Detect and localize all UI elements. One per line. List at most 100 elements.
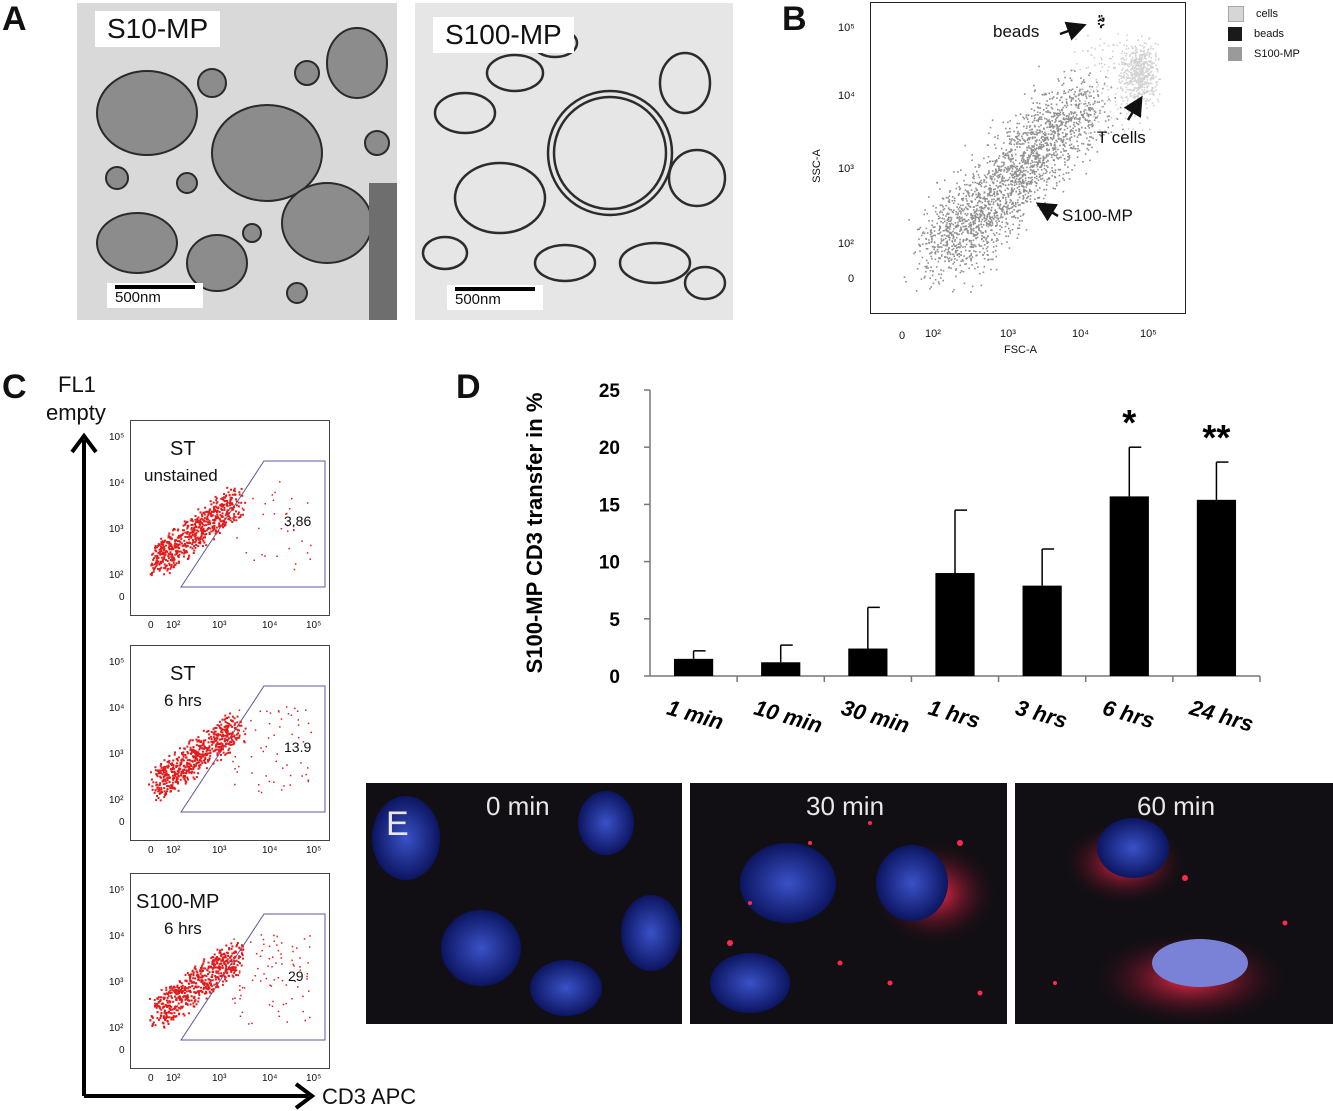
scale-box-s10: 500nm [107,283,203,308]
c-yaxis-label-1: FL1 [58,372,96,397]
y-tick-label: 20 [599,438,620,459]
c-xtick-1-0: 0 [148,845,154,856]
x-tick-label: 3 hrs [1013,695,1070,734]
scale-label-s10: 500nm [115,289,161,306]
fluor-image-60min: 60 min [1015,783,1333,1024]
c-xtick-0-4: 10⁵ [306,620,322,631]
c-xtick-2-2: 10³ [212,1073,227,1084]
b-legend: cells beads S100-MP [1228,4,1300,64]
panel-label-c: C [2,368,27,406]
b-legend-label-0: cells [1256,8,1279,20]
significance-marker: ** [1202,417,1230,458]
c-plot-title2-2: 6 hrs [164,919,202,938]
fluor-cells-30min [710,821,995,1013]
red-events [149,934,311,1029]
y-tick-label: 5 [609,610,620,631]
bar [1109,496,1149,676]
x-tick-label: 1 min [664,695,726,735]
b-xtick-1: 10² [925,328,941,340]
flow-plot-c-1 [130,645,330,841]
b-xtick-3: 10⁴ [1072,328,1089,340]
c-xtick-2-0: 0 [148,1073,154,1084]
c-ytick-1-1: 10⁴ [109,703,125,714]
mp-events [903,65,1124,293]
c-plot-title2-0: unstained [144,466,218,485]
flow-scatter-c-0 [149,460,326,588]
c-gate-value-2: 29 [288,968,304,984]
bead-events [1097,15,1105,29]
scale-bar-s100 [455,287,535,291]
c-ytick-2-1: 10⁴ [109,931,125,942]
b-xtick-2: 10³ [1000,328,1016,340]
c-xtick-0-2: 10³ [212,620,227,631]
c-plot-title1-0: ST [170,438,196,460]
bar-chart-d: 0 5 10 15 20 25 S100-MP CD3 transfer in % 1 min… [522,381,1261,738]
bar [848,648,888,676]
fluor-image-30min: 30 min [690,783,1007,1024]
c-ytick-2-0: 10⁵ [109,885,125,896]
y-axis-label: S100-MP CD3 transfer in % [522,393,547,674]
b-legend-label-2: S100-MP [1254,48,1300,60]
tcell-events [1072,33,1161,135]
y-tick-label: 25 [599,381,621,402]
c-xtick-1-3: 10⁴ [262,845,278,856]
x-tick-label: 24 hrs [1186,694,1256,736]
c-ytick-1-2: 10³ [109,749,124,760]
b-ytick-1: 10⁴ [838,90,855,102]
c-ytick-0-2: 10³ [109,524,124,535]
bar [673,658,714,676]
c-gate-value-0: 3.86 [284,513,312,529]
b-ytick-3: 10² [838,238,854,250]
c-xtick-0-3: 10⁴ [262,620,278,631]
gate-polygon [180,460,326,588]
em-image-s10-mp: S10-MP 500nm [77,3,397,320]
em-texture-s100 [415,3,733,320]
red-events [149,481,312,577]
scale-bar-s10 [115,285,195,289]
flow-scatter-c-1 [148,685,326,813]
b-legend-label-1: beads [1254,28,1284,40]
c-gate-value-1: 13.9 [284,739,312,755]
b-legend-swatch-0 [1228,6,1244,22]
gate-polygon [180,913,326,1041]
bar [761,662,801,676]
c-xtick-2-1: 10² [166,1073,181,1084]
c-xtick-1-2: 10³ [212,845,227,856]
b-xtick-0: 0 [899,330,906,342]
b-legend-item-0: cells [1228,4,1300,24]
y-tick-label: 10 [599,553,620,574]
c-plot-title2-1: 6 hrs [164,691,202,710]
b-xlabel: FSC-A [1004,344,1037,356]
c-axes-arrows [70,432,316,1110]
panel-label-a: A [2,0,27,38]
bar [1022,585,1062,676]
fluor-image-0min: E 0 min [366,783,682,1024]
c-xtick-2-3: 10⁴ [262,1073,278,1084]
fluor-time-0: 0 min [486,791,550,821]
scale-box-s100: 500nm [447,285,543,310]
c-xtick-1-4: 10⁵ [306,845,322,856]
b-ytick-4: 0 [848,273,855,285]
x-tick-label: 10 min [751,695,825,738]
b-legend-item-1: beads [1228,24,1300,44]
b-xtick-4: 10⁵ [1140,328,1157,340]
c-ytick-1-4: 0 [119,817,125,828]
b-annot-tcells: T cells [1097,128,1146,147]
y-tick-label: 0 [609,667,620,688]
c-plot-title1-2: S100-MP [136,891,220,913]
c-ytick-0-4: 0 [119,592,125,603]
em-tag-s10: S10-MP [95,11,221,47]
c-ytick-0-3: 10² [109,570,124,581]
fluor-time-1: 30 min [806,791,885,821]
e-row: E 0 min 30 min 60 min [366,783,1333,1024]
flow-plot-c-0 [130,420,330,616]
c-ytick-2-3: 10² [109,1023,124,1034]
b-legend-item-2: S100-MP [1228,44,1300,64]
c-ytick-1-0: 10⁵ [109,657,125,668]
bar [935,573,975,676]
flow-plot-b [870,2,1186,314]
x-tick-label: 6 hrs [1100,695,1157,734]
b-ylabel: SSC-A [810,149,823,183]
c-xtick-0-1: 10² [166,620,181,631]
panel-label-b: B [782,0,807,38]
